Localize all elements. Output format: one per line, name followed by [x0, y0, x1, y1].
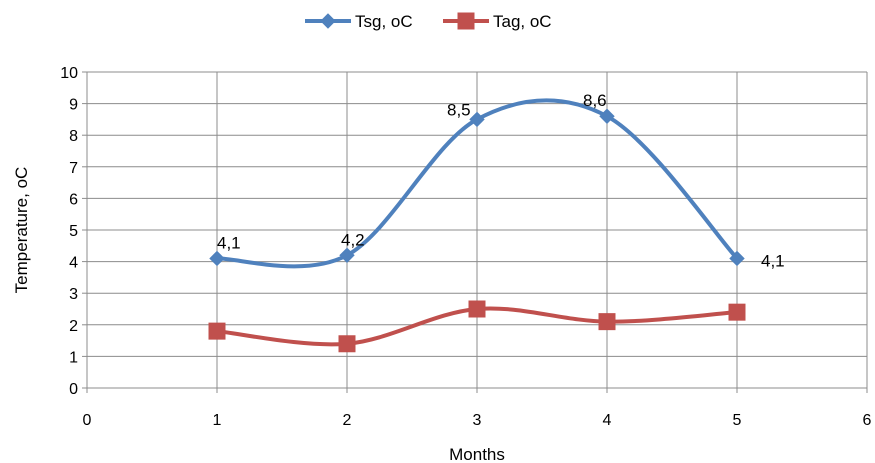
y-tick-label: 7	[69, 160, 78, 177]
data-point-tsg	[599, 108, 615, 124]
x-tick-label: 0	[83, 412, 92, 429]
y-tick-label: 2	[69, 318, 78, 335]
y-tick-label: 3	[69, 286, 78, 303]
y-tick-label: 5	[69, 223, 78, 240]
y-axis-title: Temperature, oC	[12, 167, 31, 294]
data-point-tsg	[209, 250, 225, 267]
y-tick-label: 8	[69, 128, 78, 145]
x-tick-label: 4	[603, 412, 612, 429]
x-tick-label: 3	[473, 412, 482, 429]
legend-marker-tag	[457, 12, 475, 30]
y-tick-label: 4	[69, 255, 78, 272]
data-label: 4,1	[217, 233, 241, 252]
data-point-tag	[338, 335, 356, 353]
y-tick-label: 0	[69, 381, 78, 398]
legend: Tsg, oC Tag, oC	[305, 12, 552, 31]
data-point-tsg	[729, 250, 745, 267]
x-tick-label: 1	[213, 412, 222, 429]
axes: 0 1 2 3 4 5 6 7 8 9 10 0 1 2 3 4 5 6	[60, 65, 871, 429]
data-point-tag	[598, 313, 616, 331]
legend-label-tsg: Tsg, oC	[355, 12, 413, 31]
series	[208, 98, 746, 353]
data-point-tsg	[339, 247, 355, 263]
y-tick-label: 6	[69, 191, 78, 208]
data-point-tag	[208, 322, 226, 340]
x-tick-label: 6	[863, 412, 872, 429]
data-labels: 4,1 4,2 8,5 8,6 4,1	[217, 91, 785, 270]
legend-marker-tsg	[320, 13, 336, 29]
data-label: 8,5	[447, 100, 471, 119]
x-tick-label: 2	[343, 412, 352, 429]
data-point-tsg	[469, 111, 485, 128]
x-axis-title: Months	[449, 445, 505, 463]
legend-label-tag: Tag, oC	[493, 12, 552, 31]
y-tick-label: 1	[69, 349, 78, 366]
data-label: 8,6	[583, 91, 607, 110]
y-tick-label: 9	[69, 97, 78, 114]
data-point-tag	[728, 303, 746, 321]
data-point-tag	[468, 300, 486, 318]
data-label: 4,2	[341, 230, 365, 249]
y-tick-label: 10	[60, 65, 78, 82]
data-label: 4,1	[761, 251, 785, 270]
x-tick-label: 5	[733, 412, 742, 429]
